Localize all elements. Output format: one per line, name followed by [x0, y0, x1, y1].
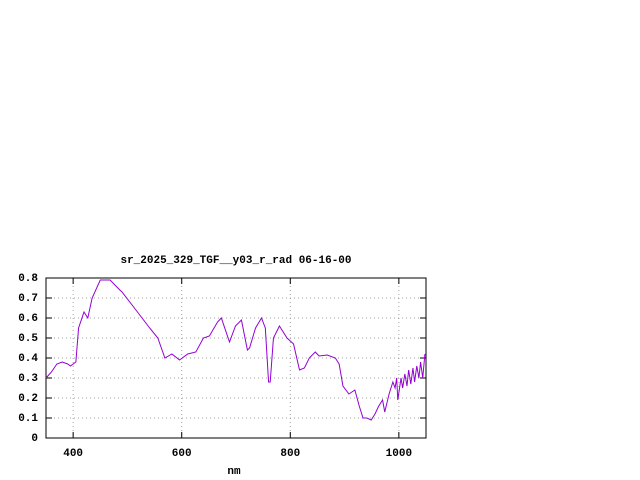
y-tick-label: 0	[31, 433, 38, 445]
x-axis-label: nm	[227, 466, 241, 478]
x-tick-label: 600	[172, 448, 192, 460]
x-tick-label: 1000	[386, 448, 412, 460]
y-tick-label: 0.3	[18, 373, 38, 385]
plot-frame	[45, 277, 427, 439]
y-tick-label: 0.6	[18, 313, 38, 325]
y-tick-label: 0.7	[18, 293, 38, 305]
chart-title: sr_2025_329_TGF__y03_r_rad 06-16-00	[120, 255, 351, 267]
y-tick-label: 0.8	[18, 273, 38, 285]
y-tick-label: 0.2	[18, 393, 38, 405]
x-tick-label: 400	[63, 448, 83, 460]
y-tick-label: 0.5	[18, 333, 38, 345]
x-tick-label: 800	[280, 448, 300, 460]
y-tick-label: 0.4	[18, 353, 38, 365]
data-line	[45, 279, 426, 421]
y-tick-label: 0.1	[18, 413, 38, 425]
